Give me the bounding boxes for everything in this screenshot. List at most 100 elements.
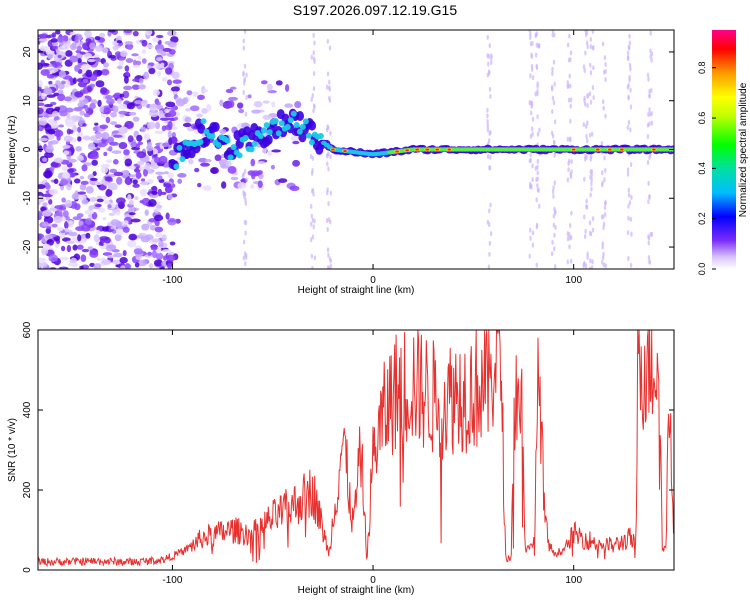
heatmap-speck <box>128 233 138 241</box>
heatmap-speck <box>135 60 142 66</box>
ridge-outer <box>298 132 307 143</box>
heatmap-speck <box>96 257 102 262</box>
heatmap-streak <box>568 235 572 241</box>
heatmap-streak <box>488 240 492 246</box>
heatmap-speck <box>196 113 203 118</box>
heatmap-speck <box>137 55 142 60</box>
heatmap-speck <box>66 183 72 191</box>
heatmap-speck <box>77 157 85 161</box>
heatmap-speck <box>38 62 43 70</box>
heatmap-streak <box>531 75 535 81</box>
heatmap-speck <box>80 180 89 185</box>
heatmap-speck <box>139 77 144 84</box>
heatmap-streak <box>586 255 589 261</box>
heatmap-speck <box>120 265 126 269</box>
heatmap-speck <box>113 134 123 138</box>
heatmap-speck <box>72 77 77 84</box>
heatmap-streak <box>648 259 651 265</box>
heatmap-streak <box>646 134 650 140</box>
heatmap-speck <box>64 107 74 113</box>
heatmap-speck <box>132 116 140 122</box>
heatmap-streak <box>242 255 246 261</box>
ridge-core <box>230 144 237 151</box>
heatmap-speck <box>204 159 212 163</box>
heatmap-streak <box>241 173 245 179</box>
heatmap-streak <box>586 251 589 257</box>
heatmap-speck <box>61 80 66 85</box>
heatmap-streak <box>326 161 329 167</box>
heatmap-streak <box>588 220 592 226</box>
heatmap-streak <box>536 170 539 176</box>
heatmap-speck <box>270 164 275 170</box>
heatmap-streak <box>242 89 245 95</box>
heatmap-speck <box>156 34 164 39</box>
heatmap-streak <box>553 152 556 158</box>
heatmap-speck <box>156 101 161 106</box>
heatmap-speck <box>67 158 77 163</box>
heatmap-speck <box>124 65 130 72</box>
ridge-outer <box>202 136 211 147</box>
heatmap-speck <box>117 126 128 134</box>
heatmap-speck <box>188 158 194 165</box>
heatmap-streak <box>649 30 652 36</box>
heatmap-speck <box>77 136 82 142</box>
heatmap-speck <box>167 263 172 269</box>
heatmap-streak <box>488 208 491 214</box>
heatmap-streak <box>535 177 538 183</box>
heatmap-speck <box>136 151 147 159</box>
heatmap-speck <box>79 110 86 116</box>
heatmap-streak <box>626 124 630 130</box>
heatmap-speck <box>40 69 50 76</box>
heatmap-speck <box>89 177 98 181</box>
heatmap-speck <box>165 212 170 220</box>
heatmap-speck <box>153 63 163 70</box>
heatmap-speck <box>163 183 172 188</box>
heatmap-streak <box>327 166 330 172</box>
heatmap-speck <box>250 172 256 180</box>
ridge-core <box>176 144 183 151</box>
heatmap-streak <box>553 180 557 186</box>
heatmap-y-tick-label: -20 <box>22 239 33 254</box>
heatmap-speck <box>237 182 247 189</box>
ridge-core <box>317 132 324 139</box>
heatmap-streak <box>582 64 586 70</box>
heatmap-speck <box>96 198 104 203</box>
ridge-peak-red <box>571 148 576 151</box>
heatmap-speck <box>153 259 163 267</box>
heatmap-speck <box>84 104 89 112</box>
heatmap-speck <box>108 244 117 251</box>
heatmap-streak <box>648 88 651 94</box>
heatmap-speck <box>228 96 238 101</box>
colorbar-tick-label: 0.2 <box>697 212 707 225</box>
heatmap-speck <box>169 241 176 246</box>
heatmap-speck <box>83 112 91 118</box>
ridge-core <box>200 118 207 125</box>
heatmap-speck <box>56 36 65 43</box>
heatmap-speck <box>96 69 103 76</box>
heatmap-speck <box>128 165 136 170</box>
heatmap-streak <box>582 263 585 269</box>
ridge-core <box>305 132 312 139</box>
heatmap-streak <box>647 111 650 117</box>
heatmap-streak <box>328 79 331 85</box>
heatmap-speck <box>112 94 121 98</box>
heatmap-speck <box>184 116 192 123</box>
heatmap-streak <box>529 227 532 233</box>
ridge-core <box>290 110 297 117</box>
ridge-core <box>257 132 264 139</box>
heatmap-streak <box>589 37 592 43</box>
heatmap-streak <box>589 62 592 68</box>
heatmap-speck <box>48 188 59 196</box>
heatmap-streak <box>646 72 650 78</box>
heatmap-speck <box>82 42 91 51</box>
heatmap-speck <box>46 74 55 79</box>
heatmap-streak <box>566 136 570 142</box>
heatmap-speck <box>98 32 106 38</box>
heatmap-streak <box>569 50 573 56</box>
heatmap-speck <box>110 111 117 118</box>
heatmap-speck <box>257 170 263 175</box>
ridge-core <box>272 118 279 125</box>
heatmap-speck <box>89 42 97 50</box>
heatmap-speck <box>108 30 116 33</box>
heatmap-streak <box>530 110 533 116</box>
